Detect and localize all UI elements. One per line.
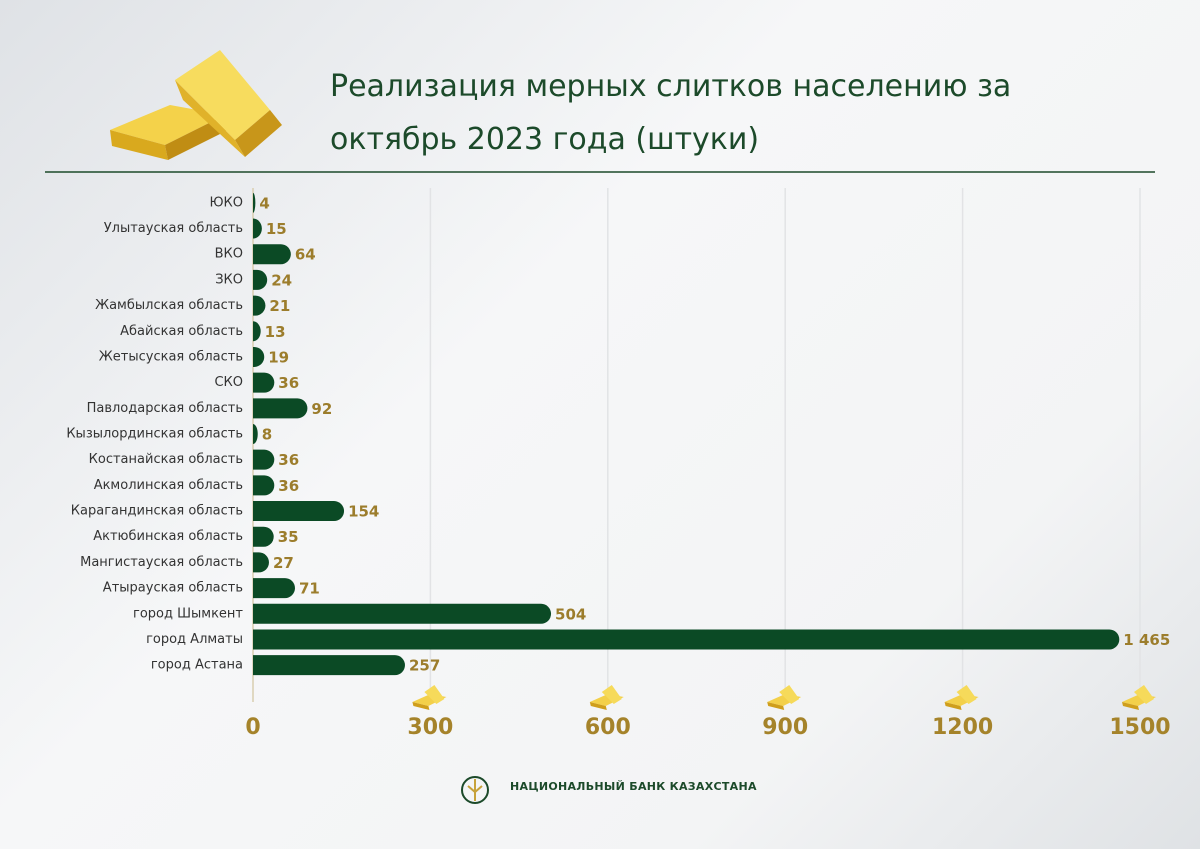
value-label: 154 <box>348 503 379 521</box>
y-tick-label: город Астана <box>151 658 243 673</box>
value-label: 71 <box>299 580 320 598</box>
bar <box>253 603 552 624</box>
y-tick-label: Костанайская область <box>89 452 243 467</box>
value-label: 21 <box>269 297 290 315</box>
y-tick-label: ЮКО <box>210 195 244 210</box>
bar <box>253 501 345 522</box>
bar <box>253 372 275 393</box>
value-label: 36 <box>278 374 299 392</box>
gold-icon <box>412 685 447 710</box>
y-tick-label: город Алматы <box>146 632 243 647</box>
bar <box>253 629 1120 650</box>
bar <box>253 424 258 444</box>
logo-mark <box>467 779 483 801</box>
y-tick-label: ЗКО <box>215 272 243 287</box>
gold-icon-part <box>1134 685 1154 704</box>
y-tick-label: Улытауская область <box>104 221 243 236</box>
bar <box>253 552 269 573</box>
x-tick-label: 0 <box>245 715 260 740</box>
gold-icon-part <box>944 702 962 710</box>
bar <box>253 578 295 599</box>
value-label: 27 <box>273 554 294 572</box>
bar <box>253 269 268 290</box>
y-tick-label: Абайская область <box>120 324 243 339</box>
y-tick-label: ВКО <box>215 247 243 262</box>
bar <box>253 655 405 676</box>
x-tick-label: 900 <box>762 715 808 740</box>
gold-icon-part <box>601 685 622 704</box>
gold-icon <box>767 685 802 710</box>
value-label: 504 <box>555 605 586 623</box>
y-tick-label: Атырауская область <box>103 581 243 596</box>
gold-bars-icon <box>110 50 282 160</box>
value-label: 64 <box>295 246 316 264</box>
gold-icon <box>589 685 624 710</box>
value-label: 92 <box>311 400 332 418</box>
x-tick-label: 600 <box>585 715 631 740</box>
footer-text: НАЦИОНАЛЬНЫЙ БАНК КАЗАХСТАНА <box>510 780 757 793</box>
gold-icon-part <box>767 702 785 710</box>
y-tick-label: Жетысуская область <box>99 349 243 364</box>
y-tick-label: Карагандинская область <box>71 504 243 519</box>
value-label: 13 <box>265 323 286 341</box>
x-tick-label: 1200 <box>932 715 993 740</box>
y-tick-label: СКО <box>214 375 243 390</box>
value-label: 36 <box>278 451 299 469</box>
bar <box>253 295 266 316</box>
value-label: 19 <box>268 348 289 366</box>
bar <box>253 526 274 547</box>
gold-icon-part <box>956 685 977 704</box>
value-label: 1 465 <box>1123 631 1170 649</box>
gold-icon-part <box>424 685 445 704</box>
x-tick-label: 300 <box>407 715 453 740</box>
gold-icon-part <box>1122 702 1139 710</box>
gold-icon-part <box>589 702 607 710</box>
gold-icon-part <box>779 685 800 704</box>
value-label: 35 <box>278 528 299 546</box>
value-label: 24 <box>271 271 292 289</box>
chart-title: Реализация мерных слитков населению за о… <box>330 69 1012 157</box>
bar <box>253 449 275 470</box>
bar <box>253 475 275 496</box>
y-tick-label: Павлодарская область <box>87 401 243 416</box>
logo <box>461 776 489 804</box>
y-tick-label: город Шымкент <box>133 606 243 621</box>
bar <box>253 398 308 419</box>
value-label: 4 <box>259 194 269 212</box>
gold-icon <box>944 685 979 710</box>
bar <box>253 321 261 342</box>
value-label: 257 <box>409 657 440 675</box>
value-label: 36 <box>278 477 299 495</box>
gold-icon <box>1122 685 1156 710</box>
value-label: 15 <box>266 220 287 238</box>
bar <box>253 346 265 367</box>
y-tick-label: Акмолинская область <box>94 478 243 493</box>
y-tick-label: Мангистауская область <box>80 555 243 570</box>
y-tick-label: Жамбылская область <box>95 298 243 313</box>
value-label: 8 <box>262 426 272 444</box>
bar <box>253 244 291 265</box>
bar <box>253 192 256 213</box>
gold-icon-part <box>412 702 430 710</box>
y-tick-label: Кызылординская область <box>66 427 243 442</box>
bar <box>253 218 262 239</box>
y-tick-label: Актюбинская область <box>93 529 243 544</box>
x-tick-label: 1500 <box>1109 715 1170 740</box>
